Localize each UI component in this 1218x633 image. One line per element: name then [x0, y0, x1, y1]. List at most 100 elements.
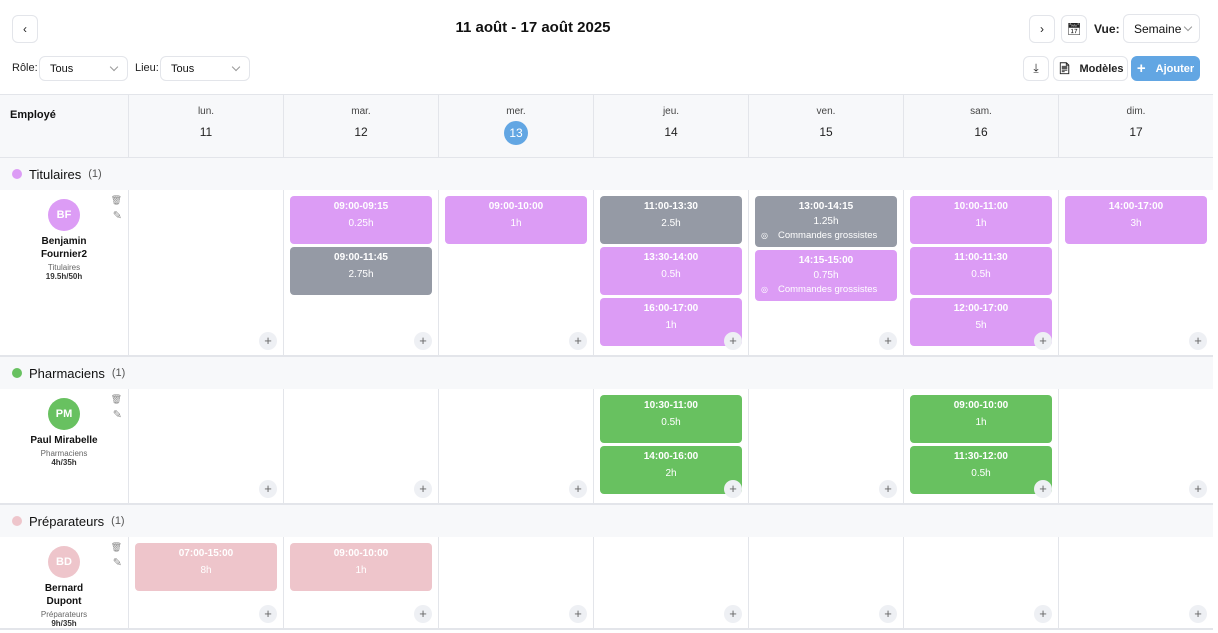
shift-duration: 3h	[1130, 218, 1142, 229]
shift-duration: 0.5h	[661, 417, 681, 428]
shift-duration: 1.25h	[813, 216, 839, 227]
shift-duration: 0.25h	[348, 218, 374, 229]
day-header-lun: lun. 11	[128, 95, 283, 157]
add-shift-button[interactable]: +	[879, 605, 897, 623]
add-shift-button[interactable]: +	[259, 605, 277, 623]
add-shift-button[interactable]: +	[259, 480, 277, 498]
shift-time: 16:00-17:00	[643, 303, 699, 314]
location-name: Commandes grossistes	[777, 230, 878, 241]
day-cell: +	[748, 537, 903, 628]
shift-time: 14:00-17:00	[1108, 201, 1164, 212]
shift-duration: 1h	[355, 565, 367, 576]
location-name: Commandes grossistes	[777, 284, 878, 295]
add-shift-button[interactable]: +	[569, 605, 587, 623]
models-button[interactable]: 📄︎ Modèles	[1053, 56, 1128, 81]
add-shift-button[interactable]: +	[724, 332, 742, 350]
shift-card[interactable]: 09:00-09:15 0.25h	[290, 196, 432, 244]
add-shift-button[interactable]: +	[259, 332, 277, 350]
shift-card[interactable]: 09:00-11:45 2.75h	[290, 247, 432, 295]
add-shift-button[interactable]: +	[879, 332, 897, 350]
shift-time: 09:00-10:00	[488, 201, 544, 212]
day-cell: 09:00-10:00 1h +	[283, 537, 438, 628]
add-shift-button[interactable]: +	[1034, 605, 1052, 623]
add-shift-button[interactable]: +	[414, 605, 432, 623]
employee-column-header: Employé	[10, 109, 56, 121]
group-count: (1)	[111, 367, 126, 379]
document-icon: 📄︎	[1057, 63, 1072, 75]
day-header-jeu: jeu. 14	[593, 95, 748, 157]
delete-icon[interactable]: 🗑︎	[110, 542, 122, 552]
add-button[interactable]: + Ajouter	[1131, 56, 1200, 81]
add-shift-button[interactable]: +	[414, 480, 432, 498]
shift-card[interactable]: 11:00-13:30 2.5h	[600, 196, 742, 244]
edit-icon[interactable]: ✎	[112, 210, 122, 222]
shift-card[interactable]: 11:00-11:30 0.5h	[910, 247, 1052, 295]
add-shift-button[interactable]: +	[724, 605, 742, 623]
shift-card[interactable]: 09:00-10:00 1h	[290, 543, 432, 591]
add-shift-button[interactable]: +	[569, 480, 587, 498]
add-shift-button[interactable]: +	[724, 480, 742, 498]
employee-row: BD Bernard Dupont Préparateurs 9h/35h 🗑︎ ✎ 07:…	[0, 537, 1213, 630]
shift-duration: 8h	[200, 565, 212, 576]
shift-card[interactable]: 14:00-16:00 2h	[600, 446, 742, 494]
page-title: 11 août - 17 août 2025	[455, 19, 611, 36]
day-header-row: Employé lun. 11 mar. 12 mer. 13 jeu. 14 ven. 15 sa…	[0, 95, 1213, 158]
shift-time: 11:00-13:30	[644, 201, 698, 212]
delete-icon[interactable]: 🗑︎	[110, 394, 122, 404]
download-icon: ⤓	[1033, 61, 1039, 75]
add-shift-button[interactable]: +	[1034, 480, 1052, 498]
role-select[interactable]: Tous	[39, 56, 128, 81]
day-header-sam: sam. 16	[903, 95, 1058, 157]
group-name: Préparateurs	[29, 513, 105, 529]
shift-duration: 2h	[665, 468, 677, 479]
shift-duration: 1h	[975, 417, 987, 428]
shift-card[interactable]: 09:00-10:00 1h	[910, 395, 1052, 443]
day-name: mar.	[351, 106, 371, 117]
shift-duration: 0.75h	[813, 270, 839, 281]
add-shift-button[interactable]: +	[414, 332, 432, 350]
add-shift-button[interactable]: +	[569, 332, 587, 350]
group-count: (1)	[88, 168, 102, 180]
day-name: lun.	[197, 106, 215, 117]
add-shift-button[interactable]: +	[1189, 605, 1207, 623]
add-shift-button[interactable]: +	[1189, 480, 1207, 498]
group-header-titulaires: Titulaires (1)	[0, 158, 1213, 190]
shift-time: 09:00-09:15	[333, 201, 389, 212]
next-week-button[interactable]: ›	[1029, 15, 1055, 43]
add-shift-button[interactable]: +	[879, 480, 897, 498]
shift-card[interactable]: 09:00-10:00 1h	[445, 196, 587, 244]
day-cell: +	[283, 389, 438, 503]
day-header-ven: ven. 15	[748, 95, 903, 157]
add-shift-button[interactable]: +	[1034, 332, 1052, 350]
shift-card[interactable]: 10:30-11:00 0.5h	[600, 395, 742, 443]
employee-name: Bernard Dupont	[44, 583, 84, 607]
shift-card[interactable]: 07:00-15:00 8h	[135, 543, 277, 591]
shift-card[interactable]: 12:00-17:00 5h	[910, 298, 1052, 346]
shift-card[interactable]: 16:00-17:00 1h	[600, 298, 742, 346]
calendar-icon: 📅︎	[1066, 22, 1082, 36]
location-pin-icon: ◎	[761, 231, 768, 240]
day-cell: +	[593, 537, 748, 628]
shift-card[interactable]: 14:00-17:00 3h	[1065, 196, 1207, 244]
calendar-button[interactable]: 📅︎	[1061, 15, 1087, 43]
shift-card[interactable]: 13:30-14:00 0.5h	[600, 247, 742, 295]
delete-icon[interactable]: 🗑︎	[110, 195, 122, 205]
edit-icon[interactable]: ✎	[112, 557, 122, 569]
edit-icon[interactable]: ✎	[112, 409, 122, 421]
shift-card[interactable]: 13:00-14:15 1.25h ◎ Commandes grossistes	[755, 196, 897, 247]
download-button[interactable]: ⤓	[1023, 56, 1049, 81]
add-shift-button[interactable]: +	[1189, 332, 1207, 350]
shift-time: 14:15-15:00	[798, 255, 854, 266]
shift-time: 10:30-11:00	[644, 400, 698, 411]
shift-card[interactable]: 11:30-12:00 0.5h	[910, 446, 1052, 494]
employee-name: Paul Mirabelle	[30, 435, 98, 446]
shift-duration: 1h	[510, 218, 522, 229]
place-select[interactable]: Tous	[160, 56, 250, 81]
day-cell: +	[438, 389, 593, 503]
prev-week-button[interactable]: ‹	[12, 15, 38, 43]
shift-card[interactable]: 10:00-11:00 1h	[910, 196, 1052, 244]
shift-card[interactable]: 14:15-15:00 0.75h ◎ Commandes grossistes	[755, 250, 897, 301]
day-number: 13	[504, 121, 528, 145]
avatar: BF	[48, 199, 80, 231]
view-select[interactable]: Semaine	[1123, 14, 1200, 43]
